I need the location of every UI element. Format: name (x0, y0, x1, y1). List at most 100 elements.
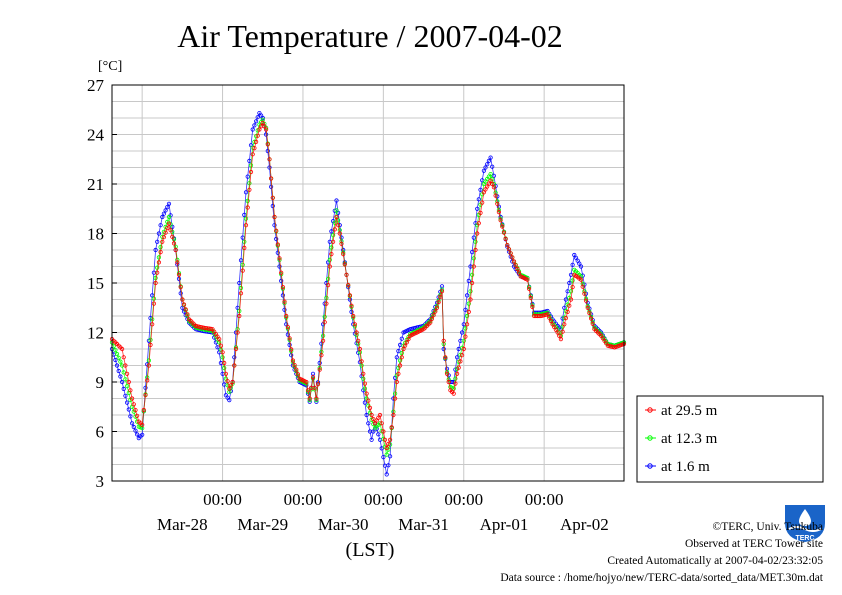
x-tick-time-label: 00:00 (444, 490, 483, 509)
data-point (578, 277, 584, 282)
data-point (491, 185, 496, 190)
data-point (464, 322, 470, 327)
data-point (335, 223, 341, 228)
data-point (567, 280, 572, 286)
x-tick-time-label: 00:00 (364, 490, 403, 509)
data-point (386, 441, 391, 446)
logo-drop (799, 509, 811, 526)
data-point (125, 383, 130, 389)
data-point (280, 284, 285, 290)
data-point (473, 239, 478, 244)
data-point (277, 256, 282, 261)
data-point (285, 324, 290, 330)
data-point (141, 407, 146, 413)
data-point (578, 264, 584, 269)
data-point (560, 329, 565, 334)
data-point (330, 233, 336, 238)
data-point (265, 142, 270, 147)
y-axis-unit: [°C] (98, 59, 122, 74)
data-point (165, 226, 170, 231)
data-point (478, 187, 483, 192)
series-at-12-3-m (109, 117, 627, 457)
data-point (485, 162, 490, 167)
data-point (166, 221, 172, 226)
data-point (160, 214, 165, 220)
data-point (369, 412, 374, 418)
data-point (525, 277, 530, 282)
data-point (183, 307, 188, 312)
data-point (254, 139, 259, 144)
data-point (268, 184, 274, 189)
data-point (490, 181, 495, 187)
data-point (384, 472, 389, 477)
data-point (376, 432, 381, 437)
data-point (459, 330, 465, 335)
data-point (387, 437, 393, 442)
x-axis-label: (LST) (346, 539, 395, 561)
data-point (476, 197, 481, 202)
data-point (351, 313, 356, 319)
data-point (451, 386, 456, 391)
data-point (580, 284, 585, 289)
x-tick-date-label: Mar-30 (318, 515, 369, 534)
data-point (114, 351, 120, 357)
data-point (329, 245, 334, 250)
y-tick-label: 3 (96, 472, 105, 491)
data-point (279, 278, 284, 283)
data-point (173, 247, 178, 253)
data-point (135, 413, 140, 418)
y-tick-label: 21 (87, 175, 104, 194)
x-tick-time-label: 00:00 (525, 490, 564, 509)
data-point (362, 400, 367, 405)
data-point (178, 284, 183, 290)
data-point (367, 405, 373, 410)
legend-label: at 12.3 m (661, 431, 718, 447)
data-point (590, 321, 595, 326)
data-point (277, 264, 282, 269)
data-point (406, 336, 411, 342)
data-point (528, 295, 533, 300)
data-point (475, 206, 480, 211)
data-point (379, 446, 384, 451)
data-point (543, 312, 548, 317)
data-point (354, 330, 359, 335)
terc-logo: TERC (785, 505, 825, 542)
data-point (384, 445, 389, 451)
data-point (235, 330, 240, 335)
data-point (126, 379, 131, 385)
data-point (176, 272, 182, 277)
data-point (121, 386, 126, 391)
data-point (456, 365, 461, 370)
data-point (334, 214, 339, 220)
data-point (396, 348, 401, 354)
y-tick-label: 15 (87, 274, 104, 293)
data-point (252, 123, 257, 128)
data-point (120, 379, 125, 385)
data-point (114, 363, 120, 368)
data-point (270, 203, 275, 209)
data-point (466, 309, 471, 314)
data-point (337, 231, 342, 236)
data-point (223, 371, 228, 376)
data-point (475, 231, 480, 236)
data-point (478, 210, 483, 215)
data-point (488, 155, 493, 160)
data-point (243, 216, 249, 221)
data-point (240, 268, 245, 273)
data-point (476, 221, 481, 226)
data-point (163, 208, 168, 213)
data-point (116, 368, 121, 374)
data-point (243, 223, 249, 228)
series-layer (109, 111, 627, 477)
data-point (444, 371, 450, 376)
data-point (287, 342, 292, 347)
data-point (220, 350, 225, 355)
data-point (352, 322, 357, 327)
data-point (339, 241, 344, 246)
data-point (329, 229, 334, 234)
y-tick-labels: 3 6 9 12 15 18 21 24 27 (87, 76, 117, 491)
data-point (118, 359, 123, 364)
data-point (461, 338, 466, 343)
y-tick-label: 27 (87, 76, 105, 95)
data-point (165, 205, 170, 210)
